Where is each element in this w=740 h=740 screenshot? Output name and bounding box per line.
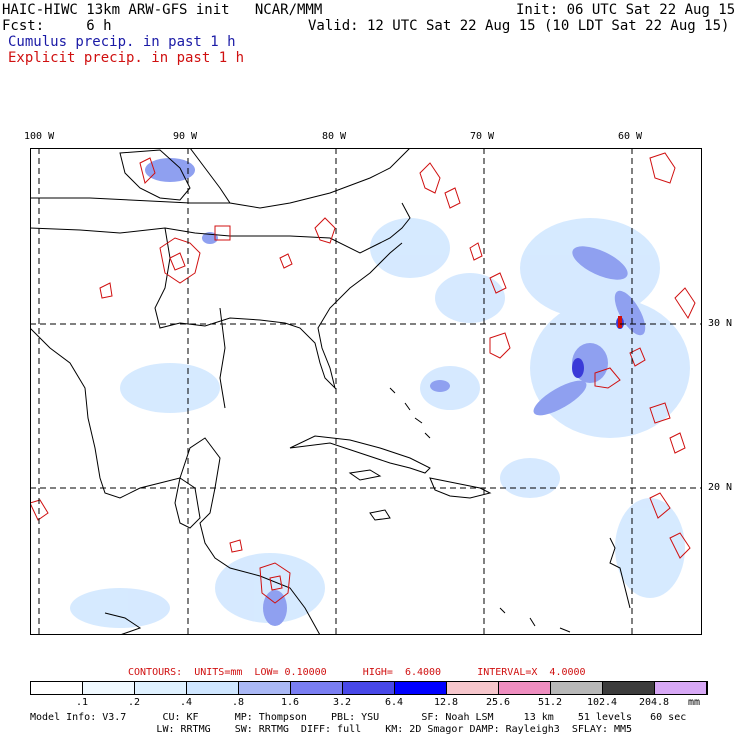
lon-label-100w: 100 W (24, 131, 55, 142)
model-info-line1: Model Info: V3.7 CU: KF MP: Thompson PBL… (30, 712, 687, 723)
colorbar-segment (395, 682, 447, 694)
colorbar-segment (603, 682, 655, 694)
map-canvas (30, 148, 702, 635)
init-time: Init: 06 UTC Sat 22 Aug 15 (516, 2, 736, 18)
map-frame (30, 148, 702, 635)
forecast-hour: Fcst: 6 h (2, 18, 112, 34)
colorbar-label: 102.4 (586, 697, 618, 708)
colorbar-segment (31, 682, 83, 694)
colorbar-segment (239, 682, 291, 694)
heavy-precip-field (572, 316, 624, 378)
colorbar-segment (291, 682, 343, 694)
colorbar-label: 1.6 (280, 697, 300, 708)
colorbar-label: 25.6 (485, 697, 511, 708)
model-title: HAIC-HIWC 13km ARW-GFS init NCAR/MMM (2, 2, 323, 18)
colorbar-label: .8 (231, 697, 245, 708)
colorbar-segment (551, 682, 603, 694)
colorbar-label: 204.8 (638, 697, 670, 708)
land-outlines (30, 148, 631, 635)
colorbar-label: 3.2 (332, 697, 352, 708)
colorbar-label: .4 (179, 697, 193, 708)
colorbar-segment (343, 682, 395, 694)
lat-label-30n: 30 N (708, 318, 733, 329)
colorbar-segment (83, 682, 135, 694)
lon-label-70w: 70 W (470, 131, 495, 142)
colorbar-label: .1 (75, 697, 89, 708)
colorbar-segment (135, 682, 187, 694)
explicit-precip-contours (30, 152, 696, 604)
light-precip-field (70, 218, 690, 628)
contours-info: CONTOURS: UNITS=mm LOW= 0.10000 HIGH= 6.… (128, 667, 586, 678)
colorbar-segment (499, 682, 551, 694)
model-info-line2: LW: RRTMG SW: RRTMG DIFF: full KM: 2D Sm… (30, 724, 633, 735)
medium-precip-field (145, 158, 646, 626)
colorbar-label: 51.2 (537, 697, 563, 708)
colorbar-segment (447, 682, 499, 694)
explicit-legend: Explicit precip. in past 1 h (8, 50, 245, 66)
colorbar-label: 6.4 (384, 697, 404, 708)
colorbar (30, 681, 708, 695)
colorbar-label: .2 (127, 697, 141, 708)
lon-label-60w: 60 W (618, 131, 643, 142)
colorbar-label: 12.8 (433, 697, 459, 708)
colorbar-segment (655, 682, 707, 694)
lat-lon-grid (30, 148, 702, 635)
colorbar-units: mm (688, 697, 701, 708)
lon-label-90w: 90 W (173, 131, 198, 142)
cumulus-legend: Cumulus precip. in past 1 h (8, 34, 236, 50)
precip-map (30, 148, 702, 635)
colorbar-segment (187, 682, 239, 694)
lon-label-80w: 80 W (322, 131, 347, 142)
lat-label-20n: 20 N (708, 482, 733, 493)
valid-time: Valid: 12 UTC Sat 22 Aug 15 (10 LDT Sat … (308, 18, 730, 34)
